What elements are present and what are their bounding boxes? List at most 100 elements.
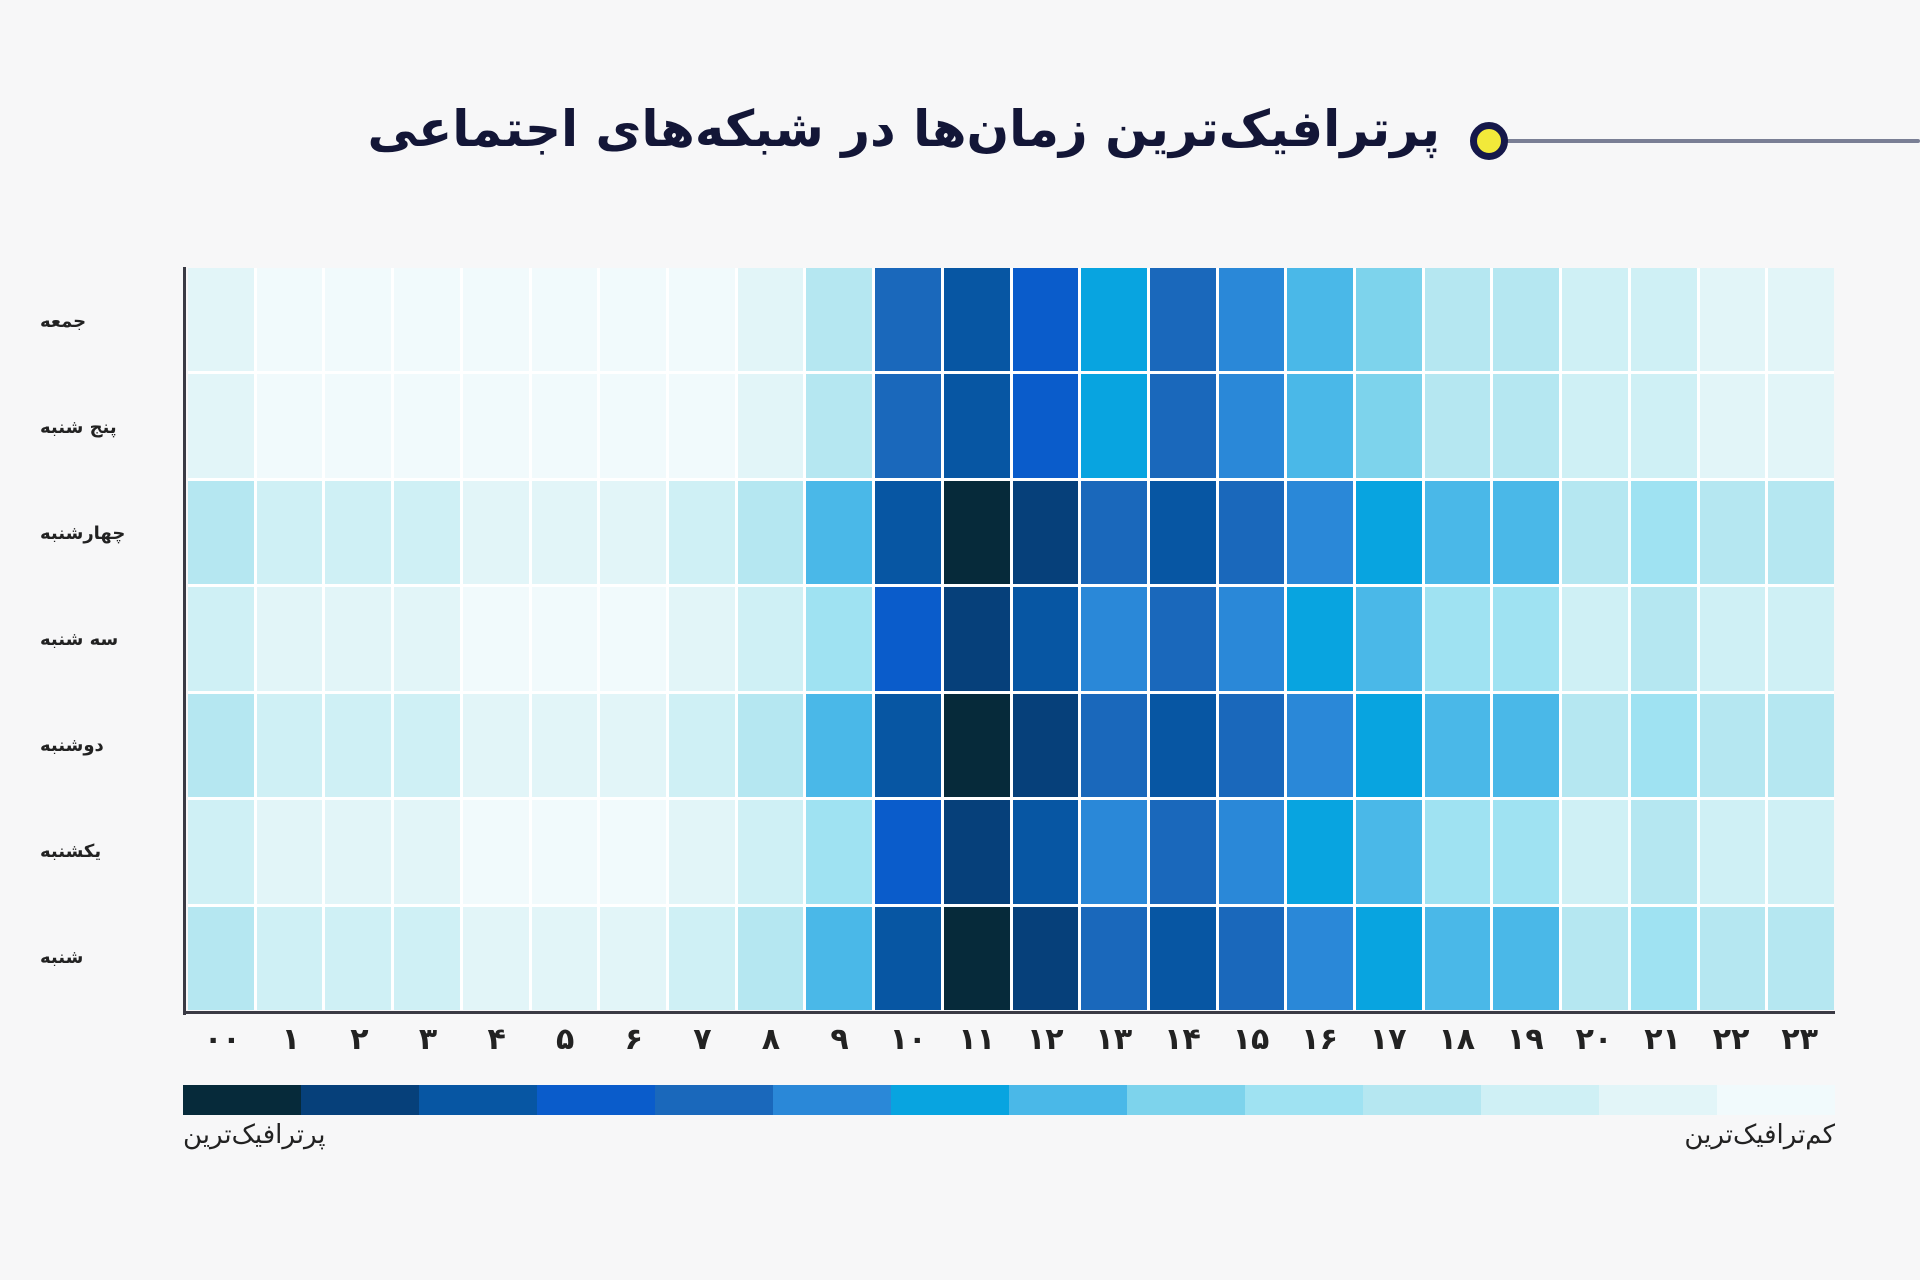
heatmap-cell — [1287, 268, 1354, 372]
x-label: ۸ — [761, 1022, 781, 1057]
heatmap-cell — [188, 587, 254, 691]
x-axis-line — [183, 1011, 1835, 1014]
heatmap-cell — [1424, 800, 1491, 904]
heatmap-cell — [600, 480, 666, 585]
heatmap-cell — [943, 374, 1010, 478]
heatmap-cell — [1768, 587, 1834, 691]
heatmap-cell — [806, 906, 873, 1010]
x-label: ۲۰ — [1575, 1022, 1613, 1057]
heatmap-cell — [943, 906, 1010, 1010]
heatmap-cell — [1218, 693, 1285, 798]
heatmap-cell — [1424, 587, 1491, 691]
legend-swatch — [1599, 1085, 1717, 1115]
heatmap-cell — [256, 693, 323, 798]
heatmap-cell — [1493, 480, 1560, 585]
x-label: ۱۱ — [958, 1022, 996, 1057]
heatmap-cell — [1630, 693, 1697, 798]
heatmap-cell — [1768, 906, 1834, 1010]
heatmap-cell — [1562, 587, 1628, 691]
heatmap-cell — [1493, 800, 1560, 904]
heatmap-cell — [325, 906, 392, 1010]
heatmap-cell — [394, 587, 460, 691]
legend-swatch — [1127, 1085, 1245, 1115]
heatmap-cell — [394, 693, 460, 798]
heatmap-cell — [531, 800, 598, 904]
heatmap-cell — [531, 268, 598, 372]
heatmap-cell — [1218, 800, 1285, 904]
heatmap-cell — [1287, 906, 1354, 1010]
heatmap-cell — [462, 800, 529, 904]
heatmap-cell — [1356, 693, 1422, 798]
heatmap-cell — [943, 693, 1010, 798]
heatmap-grid — [188, 268, 1834, 1010]
legend-swatch — [891, 1085, 1009, 1115]
heatmap-cell — [1630, 480, 1697, 585]
heatmap-cell — [1081, 906, 1147, 1010]
heatmap-cell — [394, 480, 460, 585]
heatmap-cell — [1218, 374, 1285, 478]
heatmap-cell — [806, 480, 873, 585]
chart-title: پرترافیک‌ترین زمان‌ها در شبکه‌های اجتماع… — [367, 100, 1440, 158]
color-scale-legend — [183, 1085, 1835, 1115]
heatmap-cell — [1356, 906, 1422, 1010]
heatmap-cell — [1562, 268, 1628, 372]
heatmap-cell — [1699, 587, 1766, 691]
heatmap-cell — [1012, 480, 1079, 585]
heatmap-cell — [256, 800, 323, 904]
heatmap-cell — [1218, 906, 1285, 1010]
heatmap-cell — [325, 480, 392, 585]
heatmap-cell — [1012, 374, 1079, 478]
title-decor-line — [1505, 139, 1920, 143]
heatmap-cell — [1218, 268, 1285, 372]
x-label: ۱۶ — [1301, 1022, 1338, 1057]
heatmap-cell — [1424, 906, 1491, 1010]
heatmap-cell — [256, 587, 323, 691]
heatmap-cell — [1149, 906, 1216, 1010]
heatmap-cell — [1562, 693, 1628, 798]
heatmap-cell — [1081, 693, 1147, 798]
heatmap-cell — [943, 480, 1010, 585]
heatmap-cell — [394, 374, 460, 478]
heatmap-cell — [600, 800, 666, 904]
y-label: چهارشنبه — [40, 522, 126, 544]
y-axis-labels: جمعه پنج شنبه چهارشنبه سه شنبه دوشنبه یکشنبه ش… — [40, 268, 175, 1010]
heatmap-cell — [1562, 906, 1628, 1010]
x-label: ۲۱ — [1644, 1022, 1681, 1057]
x-label: ۱ — [281, 1022, 301, 1057]
legend-least-traffic-label: کم‌ترافیک‌ترین — [1684, 1120, 1835, 1150]
x-label: ۳ — [418, 1022, 438, 1057]
heatmap-cell — [462, 906, 529, 1010]
heatmap-cell — [1562, 374, 1628, 478]
heatmap-cell — [1493, 268, 1560, 372]
heatmap-cell — [256, 480, 323, 585]
heatmap-cell — [600, 906, 666, 1010]
heatmap-cell — [1149, 587, 1216, 691]
heatmap-cell — [875, 587, 941, 691]
legend-swatch — [537, 1085, 655, 1115]
heatmap-cell — [1424, 374, 1491, 478]
x-label: ۲۳ — [1781, 1022, 1819, 1057]
heatmap-cell — [1493, 587, 1560, 691]
x-label: ۱۵ — [1232, 1022, 1270, 1057]
heatmap-cell — [1356, 268, 1422, 372]
heatmap-cell — [943, 268, 1010, 372]
heatmap-cell — [668, 480, 735, 585]
heatmap-cell — [1424, 693, 1491, 798]
heatmap-cell — [737, 587, 804, 691]
legend-swatch — [183, 1085, 301, 1115]
heatmap-cell — [1081, 587, 1147, 691]
heatmap-cell — [668, 587, 735, 691]
y-axis-line — [183, 267, 186, 1015]
heatmap-cell — [600, 374, 666, 478]
heatmap-cell — [1699, 480, 1766, 585]
heatmap-cell — [1356, 587, 1422, 691]
heatmap-cell — [1768, 268, 1834, 372]
heatmap-cell — [600, 693, 666, 798]
heatmap-cell — [1699, 800, 1766, 904]
legend-swatch — [1717, 1085, 1835, 1115]
heatmap-cell — [1699, 906, 1766, 1010]
heatmap-cell — [600, 268, 666, 372]
heatmap-cell — [531, 906, 598, 1010]
heatmap-cell — [325, 268, 392, 372]
x-label: ۷ — [693, 1022, 712, 1057]
